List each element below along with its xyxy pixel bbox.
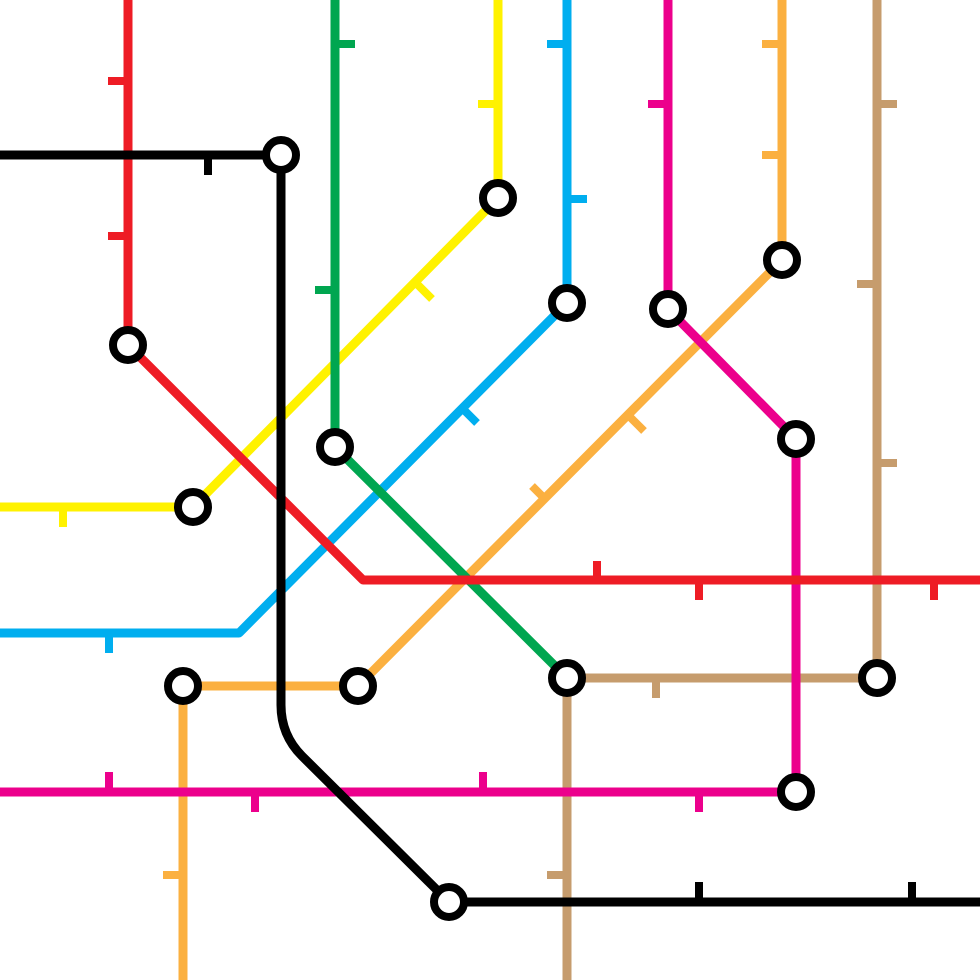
station-marker[interactable]	[649, 290, 687, 328]
station-marker[interactable]	[430, 883, 468, 921]
station-marker[interactable]	[316, 428, 354, 466]
route-line-blue[interactable]	[0, 0, 572, 638]
station-marker[interactable]	[548, 659, 586, 697]
station-marker[interactable]	[262, 136, 300, 174]
route-line-black[interactable]	[0, 150, 980, 907]
stop-tick	[529, 483, 549, 503]
stop-tick	[460, 406, 480, 426]
station-marker[interactable]	[164, 667, 202, 705]
station-marker[interactable]	[777, 773, 815, 811]
stop-tick	[627, 414, 647, 434]
station-marker[interactable]	[763, 241, 801, 279]
stop-tick	[415, 282, 435, 302]
station-marker[interactable]	[479, 179, 517, 217]
route-line-tan[interactable]	[562, 0, 882, 980]
station-layer	[109, 136, 896, 921]
station-marker[interactable]	[548, 284, 586, 322]
route-line-yellow[interactable]	[0, 0, 503, 512]
station-marker[interactable]	[777, 420, 815, 458]
station-marker[interactable]	[109, 326, 147, 364]
station-marker[interactable]	[858, 659, 896, 697]
station-marker[interactable]	[339, 667, 377, 705]
route-line-red[interactable]	[123, 0, 980, 585]
station-marker[interactable]	[174, 488, 212, 526]
tick-layer	[59, 40, 938, 902]
